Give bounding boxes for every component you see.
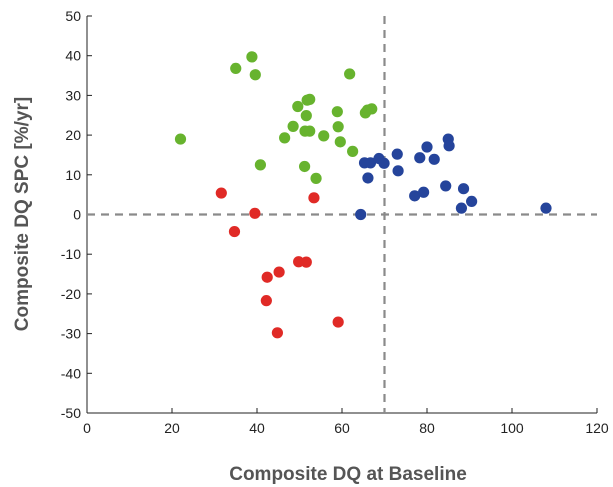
data-point [308,192,320,204]
x-tick-label: 0 [83,420,91,436]
y-tick-label: -50 [61,405,81,421]
data-point [304,125,316,137]
data-point [347,145,359,157]
y-tick-label: 50 [65,8,81,24]
y-tick-label: 10 [65,167,81,183]
y-tick-label: 30 [65,87,81,103]
data-point [364,157,377,169]
data-point [334,136,346,148]
data-point [418,186,430,198]
data-point [300,110,312,122]
data-point [414,152,426,164]
data-point [299,160,311,173]
data-point [332,316,344,328]
data-point [344,68,356,80]
data-point [261,271,273,283]
data-points [174,51,552,339]
x-axis-title: Composite DQ at Baseline [229,464,467,485]
y-tick-label: -20 [61,286,81,302]
data-point [455,202,468,214]
x-tick-label: 20 [164,420,180,436]
data-point [287,120,299,132]
data-point [304,93,316,105]
y-tick-label: -30 [61,326,81,342]
y-tick-label: -10 [61,246,81,262]
x-tick-label: 120 [585,420,609,436]
data-point [355,208,367,221]
y-tick-label: 0 [73,207,81,223]
data-point [228,225,241,238]
y-tick-label: 40 [65,48,81,64]
data-point [466,195,478,207]
data-point [174,133,187,145]
data-point [392,165,404,177]
y-tick-label: -40 [61,365,81,381]
data-point [292,100,304,113]
data-point [443,140,455,152]
data-point [378,157,390,169]
data-point [271,327,283,339]
data-point [273,266,285,278]
data-point [310,172,322,184]
data-point [331,106,343,118]
data-point [249,207,261,219]
data-point [540,202,552,214]
axes: -50 -40 -30 -20 -10 0 10 20 30 40 50 0 20 40 60 80 100 12… [61,8,609,436]
x-tick-label: 40 [249,420,265,436]
reference-lines [87,16,597,413]
data-point [300,256,312,268]
data-point [421,141,433,153]
x-tick-label: 100 [500,420,524,436]
y-tick-label: 20 [65,127,81,143]
data-point [457,183,470,195]
data-point [215,187,227,199]
data-point [279,132,291,144]
x-tick-label: 60 [334,420,350,436]
data-point [246,51,258,63]
data-point [318,130,330,142]
data-point [260,295,272,307]
data-point [254,159,266,171]
data-point [428,153,440,165]
data-point [440,180,452,192]
data-point [366,103,378,115]
x-tick-label: 80 [419,420,435,436]
data-point [332,121,344,133]
data-point [230,62,242,75]
y-axis-title: Composite DQ SPC [%/yr] [12,97,33,331]
data-point [391,148,403,160]
data-point [249,69,261,81]
data-point [362,172,374,184]
data-point [409,190,421,202]
